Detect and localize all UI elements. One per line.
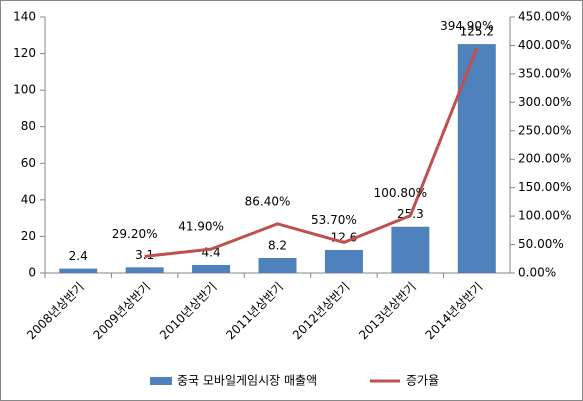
y-tick-label: 0 bbox=[28, 266, 36, 280]
line-label: 53.70% bbox=[311, 213, 357, 227]
legend-swatch bbox=[150, 377, 172, 385]
line-label: 394.90% bbox=[440, 19, 493, 33]
y2-tick-label: 250.00% bbox=[518, 123, 571, 137]
legend-label: 증가율 bbox=[406, 374, 439, 388]
bar-label: 125.2 bbox=[460, 25, 494, 39]
y-tick-label: 40 bbox=[21, 192, 36, 206]
y2-tick-label: 350.00% bbox=[518, 66, 571, 80]
y-tick-label: 20 bbox=[21, 229, 36, 243]
bar-label: 3.1 bbox=[135, 248, 154, 262]
bar-label: 2.4 bbox=[69, 249, 88, 263]
y2-tick-label: 0.00% bbox=[518, 266, 556, 280]
y2-tick-label: 100.00% bbox=[518, 209, 571, 223]
y-tick-label: 120 bbox=[13, 46, 36, 60]
y-tick-label: 60 bbox=[21, 156, 36, 170]
line-label: 29.20% bbox=[112, 227, 158, 241]
legend-label: 중국 모바일게임시장 매출액 bbox=[177, 374, 317, 388]
line-label: 41.90% bbox=[178, 220, 224, 234]
y2-tick-label: 150.00% bbox=[518, 180, 571, 194]
line-label: 86.40% bbox=[245, 194, 291, 208]
bar bbox=[324, 249, 363, 273]
y2-tick-label: 450.00% bbox=[518, 10, 571, 24]
bar-label: 8.2 bbox=[268, 239, 287, 253]
bar bbox=[258, 258, 297, 273]
y2-tick-label: 300.00% bbox=[518, 95, 571, 109]
bar bbox=[391, 226, 430, 273]
line bbox=[144, 47, 479, 258]
y2-tick-label: 400.00% bbox=[518, 38, 571, 52]
bar bbox=[192, 264, 231, 273]
line-label: 100.80% bbox=[374, 186, 427, 200]
y2-tick-label: 200.00% bbox=[518, 152, 571, 166]
y2-tick-label: 50.00% bbox=[518, 237, 564, 251]
bar bbox=[125, 267, 164, 273]
y-tick-label: 80 bbox=[21, 119, 36, 133]
y-tick-label: 140 bbox=[13, 10, 36, 24]
bar bbox=[59, 268, 98, 273]
y-tick-label: 100 bbox=[13, 83, 36, 97]
